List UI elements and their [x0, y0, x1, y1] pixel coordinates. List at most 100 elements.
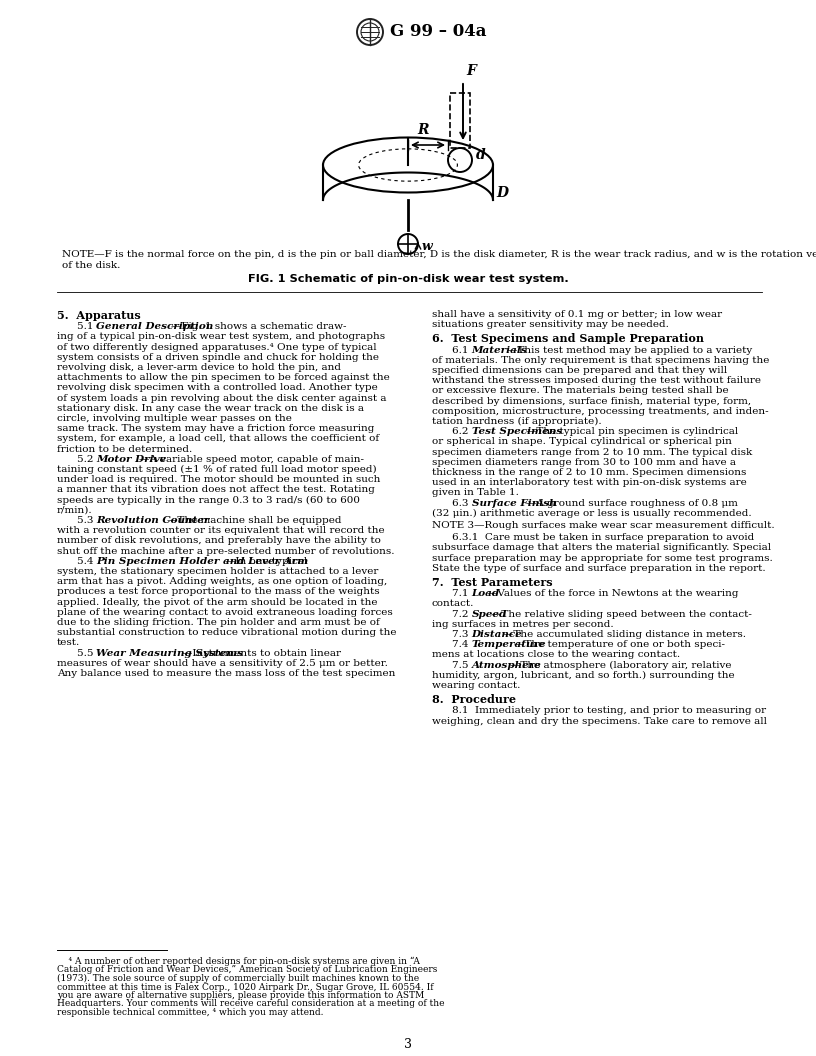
Text: —A variable speed motor, capable of main-: —A variable speed motor, capable of main…	[140, 455, 365, 464]
Text: 6.2: 6.2	[452, 428, 475, 436]
Text: ing surfaces in metres per second.: ing surfaces in metres per second.	[432, 620, 614, 628]
Text: arm that has a pivot. Adding weights, as one option of loading,: arm that has a pivot. Adding weights, as…	[57, 578, 388, 586]
Text: under load is required. The motor should be mounted in such: under load is required. The motor should…	[57, 475, 380, 485]
Text: R: R	[417, 122, 428, 137]
Text: Revolution Counter: Revolution Counter	[96, 516, 210, 525]
Text: described by dimensions, surface finish, material type, form,: described by dimensions, surface finish,…	[432, 397, 751, 406]
Text: 8.1  Immediately prior to testing, and prior to measuring or: 8.1 Immediately prior to testing, and pr…	[452, 706, 766, 715]
Text: Load: Load	[472, 589, 499, 598]
Text: —The accumulated sliding distance in meters.: —The accumulated sliding distance in met…	[503, 630, 746, 639]
Text: —A ground surface roughness of 0.8 μm: —A ground surface roughness of 0.8 μm	[526, 498, 738, 508]
Text: ing of a typical pin-on-disk wear test system, and photographs: ing of a typical pin-on-disk wear test s…	[57, 333, 385, 341]
Text: —Instruments to obtain linear: —Instruments to obtain linear	[182, 648, 341, 658]
Text: —The relative sliding speed between the contact-: —The relative sliding speed between the …	[491, 609, 752, 619]
Text: 6.1: 6.1	[452, 345, 475, 355]
Text: —The temperature of one or both speci-: —The temperature of one or both speci-	[514, 640, 725, 649]
Text: humidity, argon, lubricant, and so forth.) surrounding the: humidity, argon, lubricant, and so forth…	[432, 671, 734, 680]
Text: F: F	[466, 64, 476, 78]
Text: Surface Finish: Surface Finish	[472, 498, 557, 508]
Text: Motor Drive: Motor Drive	[96, 455, 166, 464]
Text: of two differently designed apparatuses.⁴ One type of typical: of two differently designed apparatuses.…	[57, 342, 377, 352]
Text: friction to be determined.: friction to be determined.	[57, 445, 193, 454]
Text: tation hardness (if appropriate).: tation hardness (if appropriate).	[432, 417, 601, 427]
Text: 5.4: 5.4	[77, 557, 100, 566]
Text: a manner that its vibration does not affect the test. Rotating: a manner that its vibration does not aff…	[57, 486, 375, 494]
Text: revolving disk specimen with a controlled load. Another type: revolving disk specimen with a controlle…	[57, 383, 378, 393]
Text: of materials. The only requirement is that specimens having the: of materials. The only requirement is th…	[432, 356, 769, 364]
Text: specified dimensions can be prepared and that they will: specified dimensions can be prepared and…	[432, 366, 727, 375]
Text: (1973). The sole source of supply of commercially built machines known to the: (1973). The sole source of supply of com…	[57, 974, 419, 983]
Text: 5.1: 5.1	[77, 322, 100, 332]
Text: —In one typical: —In one typical	[225, 557, 308, 566]
Text: 3: 3	[404, 1038, 412, 1051]
Text: or excessive flexure. The materials being tested shall be: or excessive flexure. The materials bein…	[432, 386, 729, 395]
Text: substantial construction to reduce vibrational motion during the: substantial construction to reduce vibra…	[57, 628, 397, 637]
Text: 7.4: 7.4	[452, 640, 475, 649]
Text: ⁴ A number of other reported designs for pin-on-disk systems are given in “A: ⁴ A number of other reported designs for…	[57, 957, 420, 966]
Text: you are aware of alternative suppliers, please provide this information to ASTM: you are aware of alternative suppliers, …	[57, 991, 424, 1000]
Text: NOTE—F is the normal force on the pin, d is the pin or ball diameter, D is the d: NOTE—F is the normal force on the pin, d…	[62, 250, 816, 259]
Text: 5.5: 5.5	[77, 648, 100, 658]
Text: Any balance used to measure the mass loss of the test specimen: Any balance used to measure the mass los…	[57, 670, 396, 678]
Text: 5.3: 5.3	[77, 516, 100, 525]
Text: mens at locations close to the wearing contact.: mens at locations close to the wearing c…	[432, 650, 680, 659]
Text: thickness in the range of 2 to 10 mm. Specimen dimensions: thickness in the range of 2 to 10 mm. Sp…	[432, 468, 747, 477]
Text: FIG. 1 Schematic of pin-on-disk wear test system.: FIG. 1 Schematic of pin-on-disk wear tes…	[247, 274, 569, 284]
Text: G 99 – 04a: G 99 – 04a	[390, 23, 486, 40]
Text: Wear Measuring Systems: Wear Measuring Systems	[96, 648, 243, 658]
Text: shall have a sensitivity of 0.1 mg or better; in low wear: shall have a sensitivity of 0.1 mg or be…	[432, 310, 722, 319]
Text: 7.  Test Parameters: 7. Test Parameters	[432, 577, 552, 588]
Text: wearing contact.: wearing contact.	[432, 681, 521, 690]
Text: subsurface damage that alters the material significantly. Special: subsurface damage that alters the materi…	[432, 544, 771, 552]
Text: taining constant speed (±1 % of rated full load motor speed): taining constant speed (±1 % of rated fu…	[57, 465, 377, 474]
Text: Pin Specimen Holder and Lever Arm: Pin Specimen Holder and Lever Arm	[96, 557, 308, 566]
Text: situations greater sensitivity may be needed.: situations greater sensitivity may be ne…	[432, 320, 669, 329]
Text: Headquarters. Your comments will receive careful consideration at a meeting of t: Headquarters. Your comments will receive…	[57, 999, 445, 1008]
Text: D: D	[496, 186, 508, 200]
Text: specimen diameters range from 30 to 100 mm and have a: specimen diameters range from 30 to 100 …	[432, 458, 736, 467]
Text: contact.: contact.	[432, 600, 474, 608]
Text: or spherical in shape. Typical cylindrical or spherical pin: or spherical in shape. Typical cylindric…	[432, 437, 732, 447]
Text: (32 μin.) arithmetic average or less is usually recommended.: (32 μin.) arithmetic average or less is …	[432, 509, 752, 517]
Text: specimen diameters range from 2 to 10 mm. The typical disk: specimen diameters range from 2 to 10 mm…	[432, 448, 752, 456]
Text: 7.2: 7.2	[452, 609, 475, 619]
Text: General Description: General Description	[96, 322, 214, 332]
Text: Speed: Speed	[472, 609, 507, 619]
Text: 7.5: 7.5	[452, 661, 475, 670]
Text: circle, involving multiple wear passes on the: circle, involving multiple wear passes o…	[57, 414, 292, 423]
Text: number of disk revolutions, and preferably have the ability to: number of disk revolutions, and preferab…	[57, 536, 381, 545]
Text: —The machine shall be equipped: —The machine shall be equipped	[166, 516, 341, 525]
Text: 6.3: 6.3	[452, 498, 475, 508]
Text: stationary disk. In any case the wear track on the disk is a: stationary disk. In any case the wear tr…	[57, 403, 364, 413]
Text: surface preparation may be appropriate for some test programs.: surface preparation may be appropriate f…	[432, 553, 773, 563]
Text: system, the stationary specimen holder is attached to a lever: system, the stationary specimen holder i…	[57, 567, 379, 576]
Text: given in Table 1.: given in Table 1.	[432, 488, 519, 497]
Text: plane of the wearing contact to avoid extraneous loading forces: plane of the wearing contact to avoid ex…	[57, 608, 392, 617]
Text: weighing, clean and dry the specimens. Take care to remove all: weighing, clean and dry the specimens. T…	[432, 717, 767, 725]
Text: —Fig. 1 shows a schematic draw-: —Fig. 1 shows a schematic draw-	[171, 322, 346, 332]
Text: measures of wear should have a sensitivity of 2.5 μm or better.: measures of wear should have a sensitivi…	[57, 659, 388, 667]
Text: Atmosphere: Atmosphere	[472, 661, 541, 670]
Text: w: w	[422, 241, 432, 253]
Text: Materials: Materials	[472, 345, 527, 355]
Text: system, for example, a load cell, that allows the coefficient of: system, for example, a load cell, that a…	[57, 434, 379, 444]
Text: responsible technical committee, ⁴ which you may attend.: responsible technical committee, ⁴ which…	[57, 1008, 323, 1017]
Text: Temperature: Temperature	[472, 640, 546, 649]
Text: applied. Ideally, the pivot of the arm should be located in the: applied. Ideally, the pivot of the arm s…	[57, 598, 378, 606]
Text: State the type of surface and surface preparation in the report.: State the type of surface and surface pr…	[432, 564, 765, 572]
Text: of the disk.: of the disk.	[62, 261, 121, 270]
Bar	[450, 93, 470, 148]
Text: Test Specimens: Test Specimens	[472, 428, 561, 436]
Text: 7.3: 7.3	[452, 630, 475, 639]
Text: NOTE 3—Rough surfaces make wear scar measurement difficult.: NOTE 3—Rough surfaces make wear scar mea…	[432, 521, 774, 530]
Text: —This test method may be applied to a variety: —This test method may be applied to a va…	[507, 345, 752, 355]
Text: Distance: Distance	[472, 630, 522, 639]
Text: revolving disk, a lever-arm device to hold the pin, and: revolving disk, a lever-arm device to ho…	[57, 363, 341, 372]
Text: —The typical pin specimen is cylindrical: —The typical pin specimen is cylindrical	[526, 428, 738, 436]
Text: 7.1: 7.1	[452, 589, 475, 598]
Text: committee at this time is Falex Corp., 1020 Airpark Dr., Sugar Grove, IL 60554. : committee at this time is Falex Corp., 1…	[57, 982, 433, 992]
Text: system consists of a driven spindle and chuck for holding the: system consists of a driven spindle and …	[57, 353, 379, 362]
Text: same track. The system may have a friction force measuring: same track. The system may have a fricti…	[57, 425, 375, 433]
Text: shut off the machine after a pre-selected number of revolutions.: shut off the machine after a pre-selecte…	[57, 547, 394, 555]
Text: produces a test force proportional to the mass of the weights: produces a test force proportional to th…	[57, 587, 379, 597]
